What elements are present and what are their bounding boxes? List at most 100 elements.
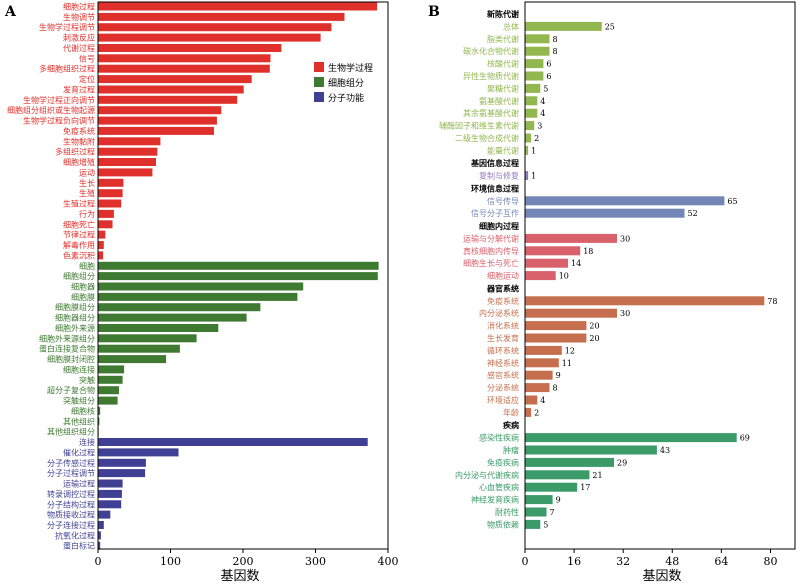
category-label: 运动 [79, 167, 95, 177]
category-label: 色素沉积 [63, 250, 95, 260]
bar [525, 383, 550, 393]
category-label: 细胞组分 [63, 271, 95, 281]
legend-label: 分子功能 [328, 92, 364, 104]
bar [98, 334, 197, 343]
category-label: 发育过程 [63, 85, 95, 95]
data-value-label: 20 [589, 322, 599, 331]
category-label: 辅酶因子和维生素代谢 [439, 121, 519, 131]
bar [98, 261, 379, 270]
bar [525, 196, 725, 206]
bar [98, 2, 378, 11]
category-label: 细胞过程 [63, 2, 95, 12]
group-header: 环境信息过程 [471, 183, 519, 193]
category-label: 运输过程 [63, 479, 95, 489]
bar [98, 189, 123, 198]
category-label: 神经系统 [487, 358, 519, 368]
bar [98, 126, 214, 135]
bar [98, 375, 123, 384]
bar [525, 457, 614, 467]
data-value-label: 78 [767, 297, 777, 306]
bar [525, 133, 532, 143]
group-header: 器官系统 [486, 283, 519, 293]
data-value-label: 5 [543, 84, 548, 93]
category-label: 解毒作用 [63, 240, 95, 250]
bar [98, 33, 321, 42]
category-label: 感染性疾病 [479, 433, 519, 443]
bar [98, 313, 247, 322]
category-label: 细胞核 [71, 406, 95, 416]
data-value-label: 5 [543, 520, 548, 529]
category-label: 消化系统 [487, 321, 519, 331]
group-header: 疾病 [503, 420, 519, 430]
category-label: 循环系统 [487, 345, 519, 355]
category-label: 能量代谢 [487, 145, 519, 155]
bar [98, 541, 101, 550]
plot-frame [524, 1, 796, 550]
bar [525, 308, 617, 318]
x-tick-label: 32 [616, 555, 630, 568]
bar [525, 445, 657, 455]
category-label: 真核细胞内传导 [463, 246, 519, 256]
bar [98, 251, 104, 260]
bar [525, 296, 765, 306]
bar [98, 75, 252, 84]
bar [98, 230, 106, 239]
category-label: 心血管疾病 [479, 482, 519, 492]
category-label: 分子连接过程 [47, 520, 95, 530]
category-label: 细胞膜 [71, 292, 95, 302]
category-label: 神经发育疾病 [471, 495, 519, 505]
category-label: 细胞外来源组分 [39, 333, 95, 343]
bar [525, 233, 617, 243]
data-value-label: 8 [553, 384, 558, 393]
bar [98, 209, 114, 218]
category-label: 信号 [79, 53, 95, 63]
panel-b-label: B [428, 4, 440, 20]
category-label: 分泌系统 [487, 383, 519, 393]
bar [98, 116, 217, 125]
data-value-label: 18 [583, 247, 593, 256]
bar [98, 479, 123, 488]
category-label: 聚糖代谢 [487, 83, 519, 93]
bar [98, 396, 118, 405]
category-label: 生物调节 [63, 12, 95, 22]
bar [525, 83, 541, 93]
bar [525, 395, 538, 405]
x-tick-label: 0 [95, 555, 102, 568]
bar [525, 507, 547, 517]
x-tick-label: 64 [714, 555, 728, 568]
data-value-label: 9 [556, 496, 561, 505]
bar [525, 271, 556, 281]
bar [525, 145, 529, 155]
category-label: 分子过程调节 [47, 468, 95, 478]
bar [98, 344, 180, 353]
bar [525, 321, 587, 331]
bar [98, 500, 122, 509]
data-value-label: 4 [540, 97, 545, 106]
category-label: 细胞死亡 [63, 219, 95, 229]
data-value-label: 43 [660, 446, 670, 455]
category-label: 生长 [79, 178, 95, 188]
category-label: 耐药性 [495, 507, 519, 517]
category-label: 核酸代谢 [487, 59, 519, 69]
category-label: 细胞 [79, 261, 95, 271]
category-label: 连接 [79, 437, 95, 447]
bar [98, 44, 282, 52]
category-label: 环境适应 [487, 395, 519, 405]
category-label: 免疫系统 [487, 296, 519, 306]
bar [98, 272, 378, 281]
category-label: 二级生物合成代谢 [455, 133, 519, 143]
bar [525, 171, 529, 181]
data-value-label: 1 [531, 146, 536, 155]
data-value-label: 3 [537, 122, 542, 131]
bar [525, 258, 568, 268]
bar [98, 95, 238, 104]
data-value-label: 11 [562, 359, 572, 368]
category-label: 蛋白标记 [63, 541, 95, 551]
bar [98, 406, 101, 415]
bar [525, 333, 587, 343]
data-value-label: 2 [534, 134, 539, 143]
x-tick-label: 200 [233, 555, 254, 568]
category-label: 分子传感过程 [47, 458, 95, 468]
category-label: 生长发育 [487, 333, 519, 343]
